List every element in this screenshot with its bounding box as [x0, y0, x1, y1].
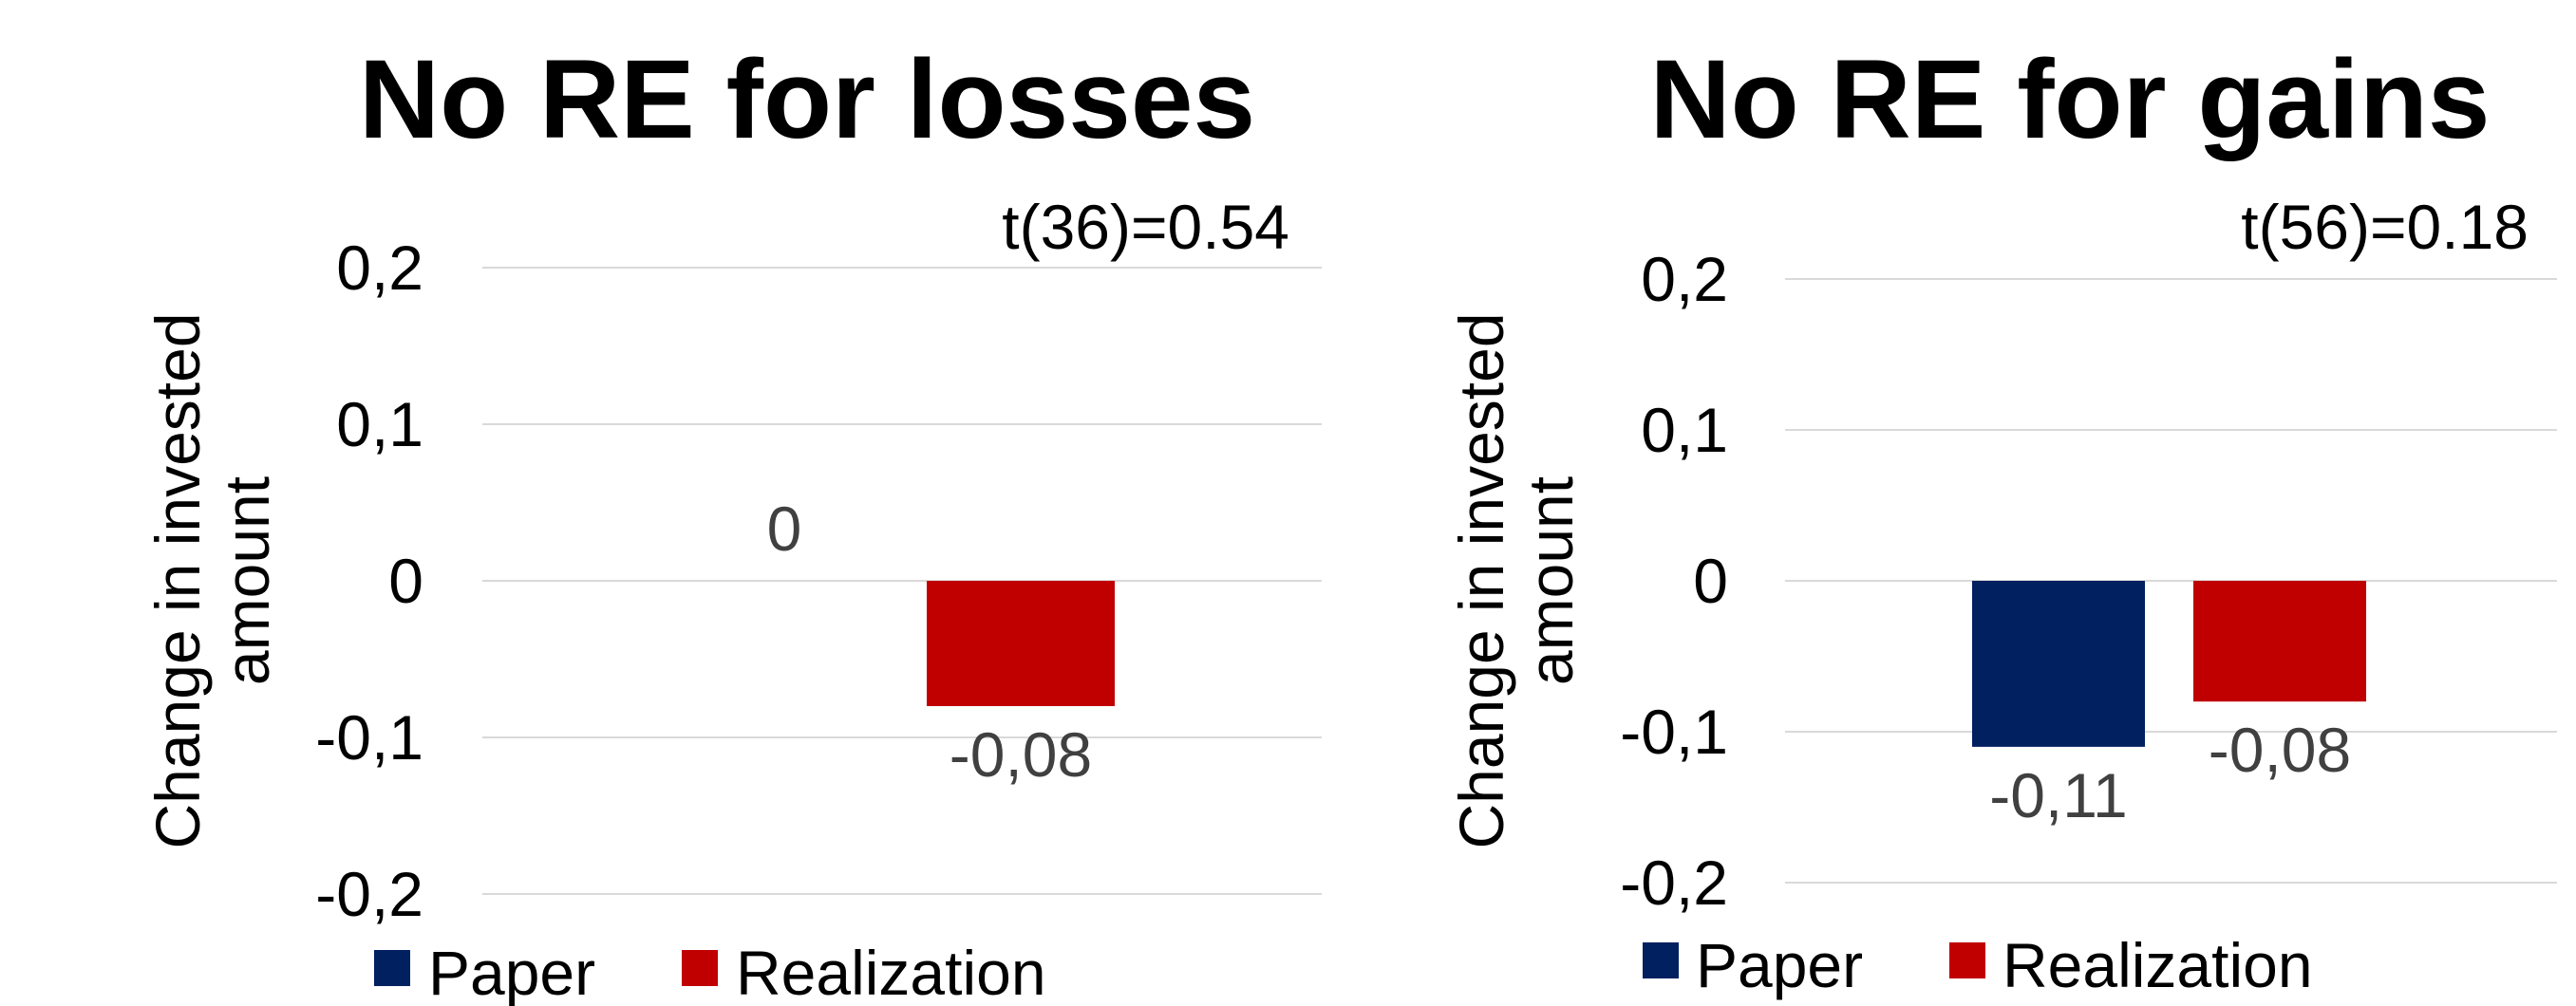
y-tick-label: -0,1 [315, 702, 423, 773]
y-axis-label: Change in investedamount [1446, 312, 1586, 848]
legend-swatch [682, 950, 718, 986]
y-tick-label: 0,2 [336, 233, 423, 303]
legend-swatch [1949, 942, 1985, 978]
chart-panel-1: 0,2 0,1 0 -0,1 -0,2 No RE for losses t(36)=0.5… [142, 37, 1322, 1006]
y-axis-label-line: amount [1515, 476, 1586, 685]
data-label: 0 [767, 494, 802, 564]
stat-annotation: t(36)=0.54 [1002, 192, 1289, 262]
legend-swatch [374, 950, 410, 986]
chart-title: No RE for gains [1649, 37, 2490, 162]
data-label: -0,11 [1989, 760, 2128, 830]
chart-title: No RE for losses [359, 37, 1255, 162]
y-tick-label: 0 [1693, 546, 1728, 616]
legend: Paper Realization [374, 938, 1046, 1006]
y-tick-label: 0,1 [1641, 395, 1728, 465]
y-axis-label-line: Change in invested [1446, 312, 1516, 848]
bar-realization [2193, 581, 2366, 702]
chart-panel-2: 0,2 0,1 0 -0,1 -0,2 No RE for gains t(56)=0.18… [1446, 37, 2557, 1000]
y-tick-label: -0,1 [1620, 697, 1728, 767]
y-tick-label: -0,2 [315, 859, 423, 929]
legend-label: Realization [2003, 930, 2313, 1000]
bar-paper [1972, 581, 2145, 747]
data-label: -0,08 [2209, 715, 2351, 785]
legend-label: Realization [736, 938, 1046, 1006]
data-label: -0,08 [950, 719, 1092, 790]
legend-label: Paper [428, 938, 595, 1006]
y-axis-label-line: Change in invested [142, 312, 213, 848]
y-axis-label-line: amount [212, 476, 282, 685]
y-axis-label: Change in investedamount [142, 312, 282, 848]
legend-swatch [1643, 942, 1679, 978]
stat-annotation: t(56)=0.18 [2241, 192, 2529, 262]
y-tick-label: 0 [388, 546, 423, 616]
legend-label: Paper [1696, 930, 1863, 1000]
y-tick-label: 0,2 [1641, 244, 1728, 314]
bar-realization [927, 581, 1115, 706]
y-tick-label: -0,2 [1620, 848, 1728, 918]
y-tick-label: 0,1 [336, 389, 423, 459]
legend: Paper Realization [1643, 930, 2313, 1000]
